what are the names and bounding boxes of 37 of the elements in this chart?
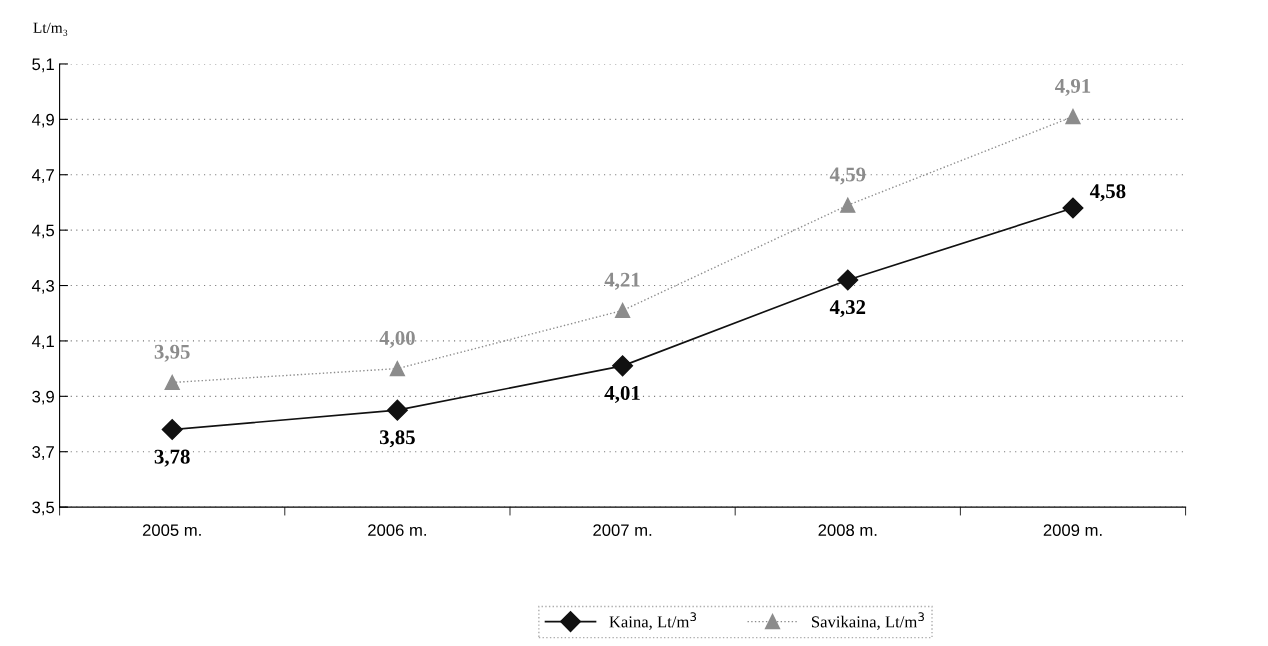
y-axis-title: Lt/m₃ [33,22,68,36]
y-tick-label: 4,1 [31,335,54,350]
point [164,374,180,391]
point [1062,197,1084,219]
x-tick-label: 2007 m. [593,524,652,537]
point [389,360,406,377]
y-tick-label: 4,5 [31,224,55,239]
point [840,197,856,213]
point [612,355,634,377]
point [1065,108,1081,125]
x-tick-label: 2009 m. [1043,524,1102,537]
y-tick-label: 3,5 [32,501,55,516]
data-label: 4,59 [829,167,866,185]
y-tick-label: 3,7 [32,446,54,460]
point [837,269,859,291]
x-tick-label: 2005 m. [142,524,201,537]
y-tick-label: 4,9 [31,113,54,128]
x-tick-label: 2006 m. [368,524,426,537]
data-label: 3,85 [379,430,415,448]
data-label: 3,78 [154,449,190,467]
legend-label: Kaina, Lt/m$^{3}$ [609,612,697,630]
data-label: 4,21 [604,272,640,290]
point [386,399,408,421]
y-tick-label: 3,9 [32,390,54,405]
data-label: 4,58 [1089,184,1126,202]
legend-label: Savikaina, Lt/m$^{3}$ [811,612,924,630]
y-tick-label: 4,7 [31,169,54,183]
data-label: 4,91 [1055,78,1091,96]
x-tick-label: 2008 m. [818,524,877,537]
data-label: 4,00 [379,330,415,348]
y-tick-label: 4,3 [31,279,54,294]
data-label: 4,01 [604,385,640,403]
point [161,419,183,441]
point [614,302,631,319]
y-tick-label: 5,1 [32,58,54,73]
data-label: 4,32 [829,300,866,318]
data-label: 3,95 [154,344,190,362]
